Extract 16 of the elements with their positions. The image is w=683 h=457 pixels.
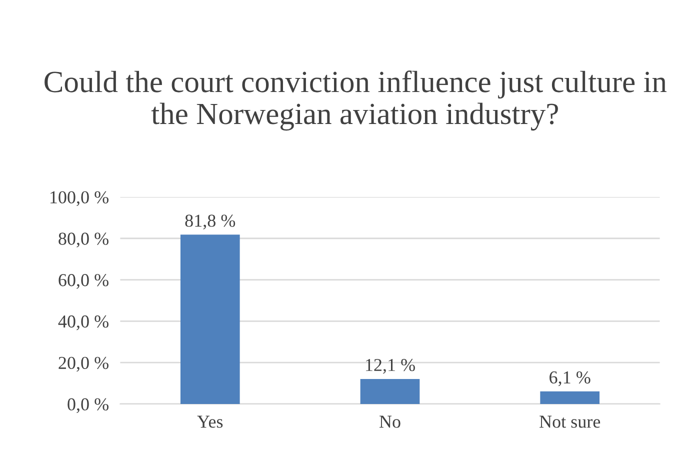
x-tick-label: Yes xyxy=(197,416,223,428)
data-label: 12,1 % xyxy=(366,358,415,374)
data-label: 81,8 % xyxy=(185,214,236,230)
x-tick-label: No xyxy=(379,416,400,428)
y-tick-label: 0,0 % xyxy=(68,398,108,414)
bar xyxy=(360,378,420,404)
y-tick-label: 80,0 % xyxy=(58,232,108,248)
y-tick-label: 20,0 % xyxy=(58,356,108,372)
bar xyxy=(180,234,240,404)
x-tick-label: Not sure xyxy=(540,416,600,428)
bar xyxy=(540,391,600,404)
data-label: 6,1 % xyxy=(550,371,590,386)
y-tick-label: 60,0 % xyxy=(58,274,108,289)
y-tick-label: 40,0 % xyxy=(58,315,108,330)
chart-title: Could the court conviction influence just culture in the Norwegian aviation industry? xyxy=(44,70,667,131)
y-tick-label: 100,0 % xyxy=(50,191,108,206)
